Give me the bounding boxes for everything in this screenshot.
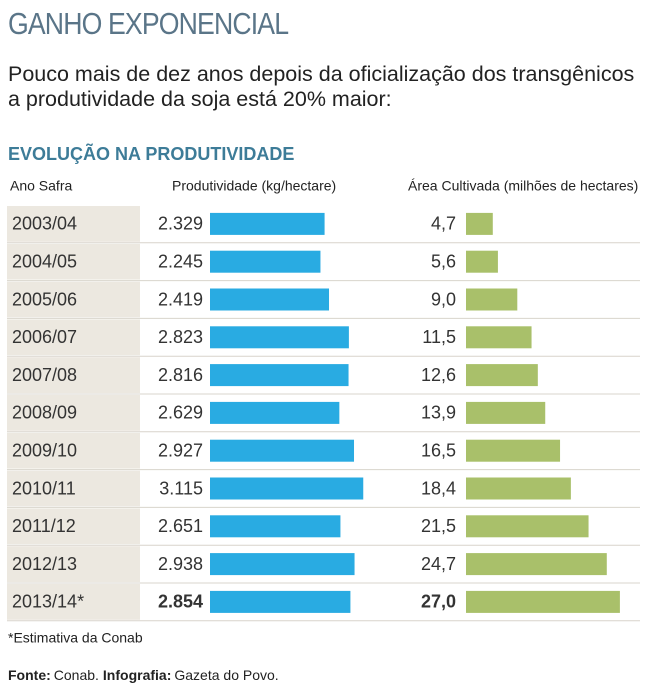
bar: [210, 439, 355, 462]
value-label: 2.651: [158, 516, 203, 536]
category-cell: [7, 319, 140, 356]
category-cell: [7, 508, 140, 545]
source-text: Conab.: [54, 667, 99, 683]
bar: [466, 250, 498, 273]
category-label: 2008/09: [12, 403, 77, 423]
bar: [466, 439, 561, 462]
value-label: 2.245: [158, 251, 203, 271]
value-label: 18,4: [421, 478, 456, 498]
category-label: 2004/05: [12, 251, 77, 271]
bar: [466, 477, 571, 500]
bar: [210, 590, 351, 613]
bar: [210, 553, 355, 576]
category-label: 2005/06: [12, 289, 77, 309]
chart-title: GANHO EXPONENCIAL: [8, 6, 289, 41]
legend-label: Área Cultivada (milhões de hectares): [408, 178, 638, 194]
category-label: 2009/10: [12, 440, 77, 460]
bar: [210, 250, 321, 273]
bar: [210, 477, 364, 500]
value-label: 2.938: [158, 554, 203, 574]
value-label: 2.419: [158, 289, 203, 309]
bar: [466, 515, 589, 538]
category-label: 2006/07: [12, 327, 77, 347]
bar: [466, 364, 538, 387]
value-label: 21,5: [421, 516, 456, 536]
category-cell: [7, 432, 140, 469]
category-cell: [7, 584, 140, 620]
bar: [466, 553, 607, 576]
category-cell: [7, 206, 140, 242]
category-label: 2012/13: [12, 554, 77, 574]
bar: [466, 401, 546, 424]
category-cell: [7, 243, 140, 280]
bar: [210, 288, 330, 311]
source: Fonte: Conab. Infografia: Gazeta do Povo.: [8, 667, 279, 683]
value-label: 12,6: [421, 365, 456, 385]
bar: [210, 326, 349, 349]
section-title: EVOLUÇÃO NA PRODUTIVIDADE: [8, 143, 294, 164]
value-label: 16,5: [421, 440, 456, 460]
value-label: 2.854: [158, 592, 203, 612]
value-label: 24,7: [421, 554, 456, 574]
value-label: 2.823: [158, 327, 203, 347]
category-label: 2011/12: [12, 516, 76, 536]
value-label: 2.927: [158, 440, 203, 460]
value-label: 9,0: [431, 289, 456, 309]
value-label: 3.115: [159, 478, 203, 498]
category-cell: [7, 470, 140, 507]
category-cell: [7, 546, 140, 582]
legend-label: Produtividade (kg/hectare): [172, 178, 336, 194]
category-cell: [7, 281, 140, 318]
value-label: 13,9: [421, 403, 456, 423]
bar: [466, 212, 493, 235]
category-label: 2010/11: [12, 478, 76, 498]
category-cell: [7, 395, 140, 431]
category-header: Ano Safra: [10, 178, 72, 194]
bar: [466, 288, 518, 311]
bar: [210, 515, 341, 538]
footnote: *Estimativa da Conab: [8, 630, 143, 646]
bar: [210, 212, 325, 235]
bar: [466, 326, 532, 349]
value-label: 2.629: [158, 403, 203, 423]
category-label: 2007/08: [12, 365, 77, 385]
value-label: 5,6: [431, 251, 456, 271]
value-label: 2.329: [158, 214, 203, 234]
value-label: 2.816: [158, 365, 203, 385]
bar: [210, 401, 340, 424]
source-text: Gazeta do Povo.: [174, 667, 278, 683]
category-label: 2003/04: [12, 214, 77, 234]
source-label: Fonte:: [8, 667, 51, 683]
value-label: 27,0: [421, 592, 456, 612]
bar: [210, 364, 349, 387]
value-label: 11,5: [422, 327, 456, 347]
source-label: Infografia:: [103, 667, 171, 683]
category-cell: [7, 357, 140, 393]
category-label: 2013/14*: [12, 592, 84, 612]
bar: [466, 590, 620, 613]
value-label: 4,7: [431, 214, 456, 234]
chart-subtitle: Pouco mais de dez anos depois da oficial…: [8, 62, 635, 111]
